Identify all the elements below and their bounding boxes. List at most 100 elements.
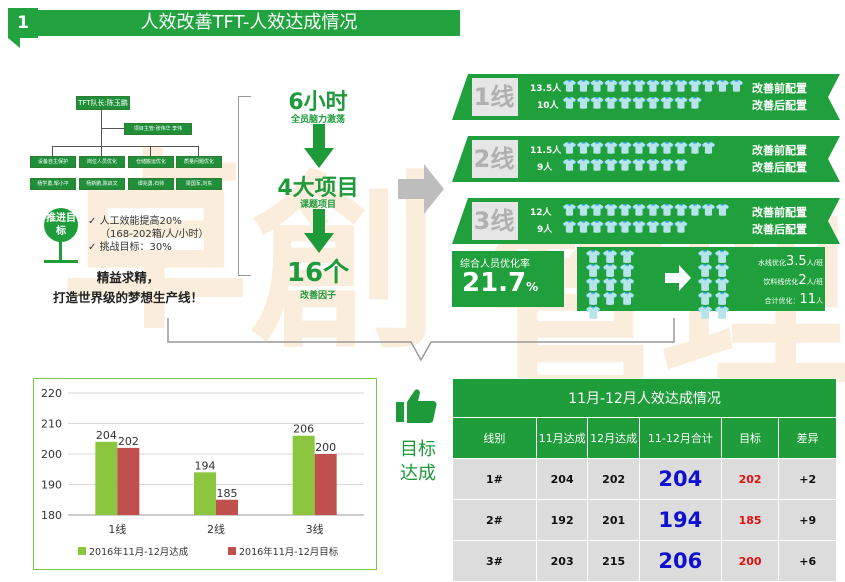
bar <box>216 499 238 515</box>
slogan-line-2: 打造世界级的梦想生产线！ <box>52 290 203 305</box>
line-label: 2线 <box>473 145 515 173</box>
left-bracket <box>238 96 251 276</box>
org-connector <box>101 108 102 146</box>
org-l4-box: 杨学勇,邹小平 <box>30 178 76 190</box>
x-tick-label: 1线 <box>108 522 126 536</box>
people-after-row: 👕👕👕👕👕👕👕👕👕 <box>562 220 688 234</box>
after-label: 改善后配置 <box>752 99 807 112</box>
right-arrow-icon <box>398 164 444 214</box>
down-arrow-icon <box>304 124 334 168</box>
optimization-rate-value: 21.7 <box>462 268 527 298</box>
bullet-item: （168-202箱/人/小时） <box>100 229 209 240</box>
y-tick-label: 210 <box>41 418 62 431</box>
after-count: 9人 <box>537 163 553 173</box>
goal-achieved-text: 目标 达成 <box>388 438 448 486</box>
cell-total: 194 <box>638 499 722 541</box>
cell-target: 185 <box>720 499 780 541</box>
people-after-row: 👕👕👕👕👕👕👕👕👕👕 <box>562 96 702 110</box>
before-count: 12人 <box>530 208 552 218</box>
cell-total: 204 <box>638 458 722 500</box>
people-after-group: 👕👕👕👕👕👕👕👕👕👕 <box>697 250 732 321</box>
people-after-row: 👕👕👕👕👕👕👕👕👕 <box>562 158 688 172</box>
table-header: 线别 <box>452 417 537 459</box>
org-l4-box: 谭兆勇,石帅 <box>128 178 174 190</box>
org-l3-box: 仓储搬运优化 <box>128 156 174 168</box>
target-icon: 推进目标 <box>44 208 78 242</box>
down-arrow-icon <box>304 209 334 253</box>
bar <box>314 454 337 515</box>
bar <box>117 447 140 515</box>
slogan-line-1: 精益求精， <box>96 270 160 285</box>
bullet-item: ✓ 挑战目标：30% <box>88 242 172 253</box>
org-l4-box: 杨新鹏,陈启文 <box>79 178 125 190</box>
legend-swatch <box>78 547 86 555</box>
bar <box>292 435 315 515</box>
optimization-rate-unit: % <box>526 280 539 294</box>
y-tick-label: 220 <box>41 387 62 400</box>
detail-row: 合计优化：11人 <box>764 292 823 307</box>
cell-nov: 192 <box>535 499 589 541</box>
legend-label: 2016年11月-12月目标 <box>239 546 339 558</box>
table-header-row: 线别 11月达成 12月达成 11-12月合计 目标 差异 <box>452 417 837 459</box>
bullet-item: ✓ 人工效能提高20% <box>88 216 182 227</box>
data-label: 194 <box>195 459 216 472</box>
optimization-rate: 21.7% <box>462 268 538 298</box>
legend-swatch <box>228 547 236 555</box>
before-count: 13.5人 <box>530 84 562 94</box>
org-l3-box: 岗位人员优化 <box>79 156 125 168</box>
cell-line: 1# <box>452 458 537 500</box>
goal-text-line-1: 目标 <box>400 439 436 460</box>
before-count: 11.5人 <box>530 146 562 156</box>
cell-dec: 201 <box>587 499 640 541</box>
detail-row: 水线优化3.5人/班 <box>757 254 823 269</box>
thumbs-up-icon <box>396 389 437 423</box>
cell-target: 200 <box>720 540 780 582</box>
data-label: 204 <box>96 429 117 442</box>
optimization-details: 水线优化3.5人/班 饮料线优化2人/班 合计优化：11人 <box>749 253 823 310</box>
header-corner <box>8 38 20 48</box>
org-connector <box>52 146 198 147</box>
banner-shape <box>452 198 840 244</box>
right-arrow-icon <box>665 265 691 291</box>
org-level2-box: 项目主管:张伟华 李伟 <box>124 123 192 135</box>
banner-shape <box>452 74 840 120</box>
table-header: 11-12月合计 <box>638 417 722 459</box>
chart-frame: 180 190 200 210 220 204 202 1线 194 185 2线 206 200 3线 2… <box>33 378 377 570</box>
people-before-row: 👕👕👕👕👕👕👕👕👕👕👕👕👕 <box>562 79 744 93</box>
target-icon-stem <box>59 241 62 261</box>
cell-diff: +2 <box>778 458 837 500</box>
step3-value: 16个 <box>286 258 350 288</box>
goal-text-line-2: 达成 <box>400 463 436 484</box>
cell-dec: 215 <box>587 540 640 582</box>
org-top-box: TFT队长:陈玉鹏 <box>76 96 130 110</box>
cell-total: 206 <box>638 540 722 582</box>
step1-value: 6小时 <box>288 90 348 115</box>
org-l3-box: 质量问题优化 <box>176 156 222 168</box>
line-label: 3线 <box>473 207 515 235</box>
step2-value: 4大项目 <box>277 176 359 201</box>
achievement-table: 11月-12月人效达成情况 线别 11月达成 12月达成 11-12月合计 目标… <box>452 378 837 582</box>
cell-diff: +6 <box>778 540 837 582</box>
legend-label: 2016年11月-12月达成 <box>89 546 189 558</box>
table-header: 目标 <box>720 417 780 459</box>
y-tick-label: 190 <box>41 479 62 492</box>
people-comparison-box: 👕👕👕👕👕👕👕👕👕👕👕👕👕 👕👕👕👕👕👕👕👕👕👕 水线优化3.5人/班 饮料线优… <box>577 247 825 321</box>
cell-line: 3# <box>452 540 537 582</box>
table-row: 3# 203 215 206 200 +6 <box>452 540 837 582</box>
x-tick-label: 3线 <box>306 522 324 536</box>
target-bullets: ✓ 人工效能提高20% （168-202箱/人/小时） ✓ 挑战目标：30% <box>88 215 238 254</box>
target-icon-base <box>44 260 78 263</box>
banner-shape <box>452 136 840 182</box>
bar <box>194 472 216 515</box>
cell-line: 2# <box>452 499 537 541</box>
optimization-rate-label: 综合人员优化率 <box>460 259 530 270</box>
org-l4-box: 梁国军,刘东 <box>176 178 222 190</box>
table-title: 11月-12月人效达成情况 <box>452 378 837 418</box>
step3-sub: 改善因子 <box>299 291 336 301</box>
table-header: 12月达成 <box>587 417 640 459</box>
org-connector <box>101 128 124 129</box>
table-header: 11月达成 <box>535 417 589 459</box>
after-count: 9人 <box>537 225 553 235</box>
bottom-bracket <box>167 318 675 362</box>
